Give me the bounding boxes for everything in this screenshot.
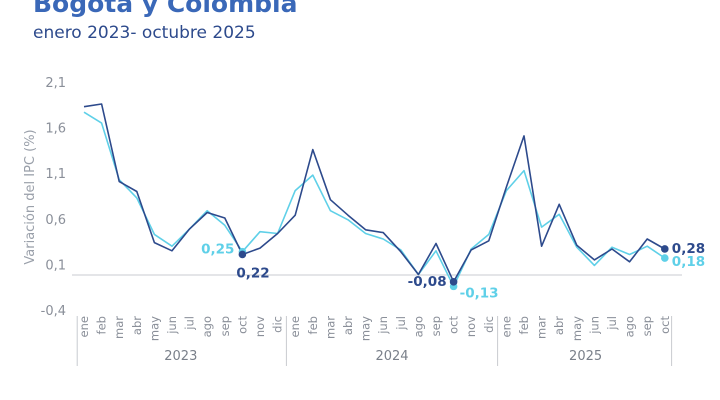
data-point-marker [661,245,669,253]
x-tick-label: jun [376,316,390,335]
y-axis: 2,1 1,6 1,1 0,6 0,1 -0,4 [41,76,66,319]
data-point-marker [238,250,247,259]
x-tick-label: nov [253,316,267,337]
x-tick-label: abr [552,316,566,335]
x-tick-label: dic [482,316,496,333]
x-tick-label: jun [587,316,601,335]
data-point-marker [661,254,669,262]
x-tick-label: mar [112,316,126,339]
y-axis-label: Variación del IPC (%) [23,129,38,264]
x-tick-label: abr [130,316,144,335]
x-tick-label: ene [77,316,91,337]
x-tick-label: ago [200,316,214,337]
x-tick-label: sep [640,316,654,336]
x-tick-label: jul [394,316,408,331]
x-tick-label: jul [605,316,619,331]
x-tick-label: feb [306,316,320,334]
y-tick-label: 1,1 [45,167,66,182]
series-line-2 [83,111,666,288]
x-tick-label: feb [517,316,531,334]
x-tick-label: mar [535,316,549,339]
x-tick-label: oct [447,316,461,334]
data-point-marker [449,278,458,286]
year-label: 2024 [375,349,408,364]
x-tick-label: may [147,316,161,341]
x-tick-label: feb [95,316,109,334]
x-tick-label: ene [499,316,513,337]
chart-title: Bogotá y Colombia [33,0,298,18]
x-tick-label: ene [288,316,302,337]
year-label: 2025 [569,349,602,364]
x-tick-label: oct [235,316,249,334]
data-point-label: -0,08 [408,274,447,290]
series-points: 0,25 -0,13 0,18 0,22 -0,08 0,28 [201,241,705,301]
data-point-label: 0,18 [672,254,705,270]
x-tick-label: may [359,316,373,341]
chart-subtitle: enero 2023- octubre 2025 [33,23,256,43]
series-line-1 [83,103,666,283]
y-tick-label: -0,4 [41,304,66,319]
x-tick-label: abr [341,316,355,335]
x-tick-label: dic [271,316,285,333]
data-point-label: -0,13 [460,285,499,301]
x-tick-label: ago [411,316,425,337]
data-point-label: 0,25 [201,242,234,258]
x-tick-label: sep [429,316,443,336]
year-label: 2023 [164,349,197,364]
x-tick-label: sep [218,316,232,336]
x-tick-label: may [570,316,584,341]
y-tick-label: 0,6 [45,213,66,228]
x-tick-label: jul [183,316,197,331]
x-tick-label: nov [464,316,478,337]
x-tick-label: oct [658,316,672,334]
series-lines [83,103,666,288]
x-tick-label: jun [165,316,179,335]
y-tick-label: 2,1 [45,76,66,91]
y-tick-label: 1,6 [45,122,66,137]
x-tick-label: ago [623,316,637,337]
x-axis: ene feb mar abr may jun jul ago sep oct nov dic ene f… [76,316,673,366]
data-point-label: 0,22 [236,265,269,281]
data-point-label: 0,28 [672,241,705,257]
y-tick-label: 0,1 [45,258,66,273]
x-tick-label: mar [323,316,337,339]
